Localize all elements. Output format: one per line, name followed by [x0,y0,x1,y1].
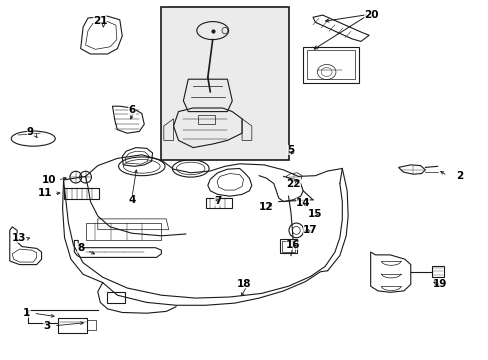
Text: 5: 5 [287,145,294,156]
Text: 4: 4 [128,195,136,205]
Bar [85,223,161,240]
Text: 8: 8 [77,243,84,253]
Bar [63,188,99,199]
Text: 11: 11 [38,188,52,198]
Text: 12: 12 [259,202,273,212]
Text: 3: 3 [43,321,50,331]
Bar [279,239,296,253]
Text: 15: 15 [307,209,322,219]
Text: 16: 16 [285,240,300,250]
Text: 17: 17 [303,225,317,235]
Bar [198,115,215,124]
Bar [281,241,295,252]
Text: 14: 14 [295,198,310,208]
Bar [303,47,359,83]
Bar [306,50,354,79]
Text: 6: 6 [128,105,135,115]
Text: 21: 21 [93,16,107,26]
Bar [206,198,231,208]
Text: 1: 1 [23,308,30,318]
Text: 10: 10 [41,175,56,185]
Text: 19: 19 [432,279,447,289]
Text: 7: 7 [213,196,221,206]
Bar [161,7,288,160]
Text: 22: 22 [285,179,300,189]
Bar [58,318,87,333]
Text: 2: 2 [455,171,462,181]
Text: 20: 20 [364,10,378,20]
Text: 18: 18 [237,279,251,289]
Text: 13: 13 [12,233,27,243]
Bar [87,320,96,330]
Bar [106,292,125,303]
Text: 9: 9 [27,127,34,138]
Bar [431,266,443,277]
